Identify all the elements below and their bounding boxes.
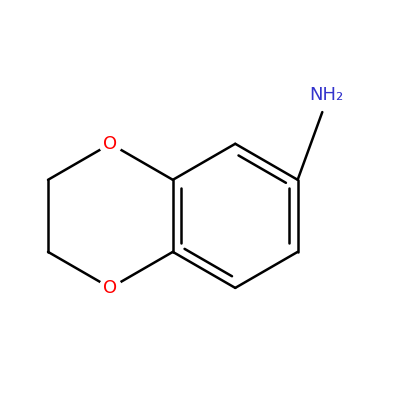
Text: O: O (103, 279, 118, 297)
Text: NH₂: NH₂ (310, 86, 344, 104)
Text: O: O (103, 135, 118, 153)
Circle shape (100, 133, 122, 155)
Circle shape (100, 277, 122, 299)
